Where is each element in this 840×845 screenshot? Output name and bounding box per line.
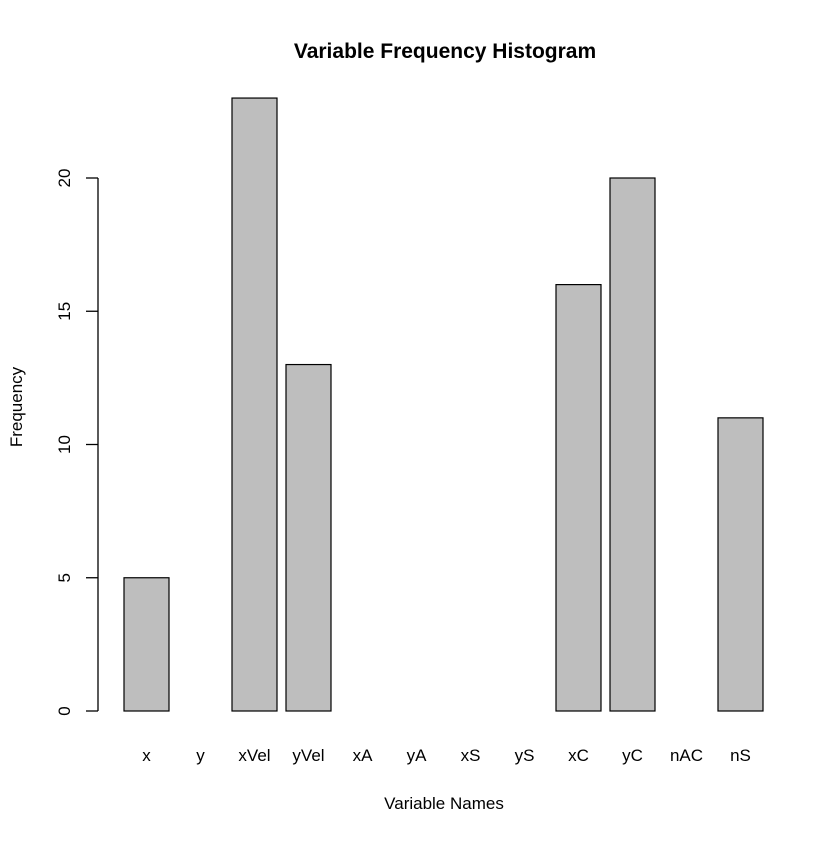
x-tick-label-y: y <box>196 746 205 765</box>
x-tick-label-xS: xS <box>461 746 481 765</box>
y-axis-label: Frequency <box>7 366 26 447</box>
bar-yC <box>609 177 656 712</box>
x-tick-label-nS: nS <box>730 746 751 765</box>
y-tick-label: 0 <box>55 706 74 715</box>
bar-yVel <box>285 363 332 712</box>
bar-xVel <box>231 97 278 712</box>
x-tick-label-yS: yS <box>515 746 535 765</box>
x-tick-label-yVel: yVel <box>292 746 324 765</box>
x-tick-labels: x y xVel yVel xA yA xS yS xC yC nAC nS <box>142 746 751 765</box>
y-tick-label: 20 <box>55 169 74 188</box>
bar-x <box>123 577 170 712</box>
x-tick-label-xVel: xVel <box>238 746 270 765</box>
x-tick-label-x: x <box>142 746 151 765</box>
y-tick-label: 10 <box>55 435 74 454</box>
chart-title: Variable Frequency Histogram <box>294 40 596 63</box>
x-tick-label-yC: yC <box>622 746 643 765</box>
y-tick-label: 5 <box>55 573 74 582</box>
x-tick-label-yA: yA <box>407 746 428 765</box>
x-axis-label: Variable Names <box>384 794 504 813</box>
y-tick-label: 15 <box>55 302 74 321</box>
x-tick-label-nAC: nAC <box>670 746 703 765</box>
x-tick-label-xC: xC <box>568 746 589 765</box>
bar-xC <box>555 284 602 712</box>
bar-nS <box>717 417 764 712</box>
x-tick-label-xA: xA <box>353 746 374 765</box>
y-axis: 0 5 10 15 20 <box>55 169 99 716</box>
bars-group <box>123 97 764 712</box>
